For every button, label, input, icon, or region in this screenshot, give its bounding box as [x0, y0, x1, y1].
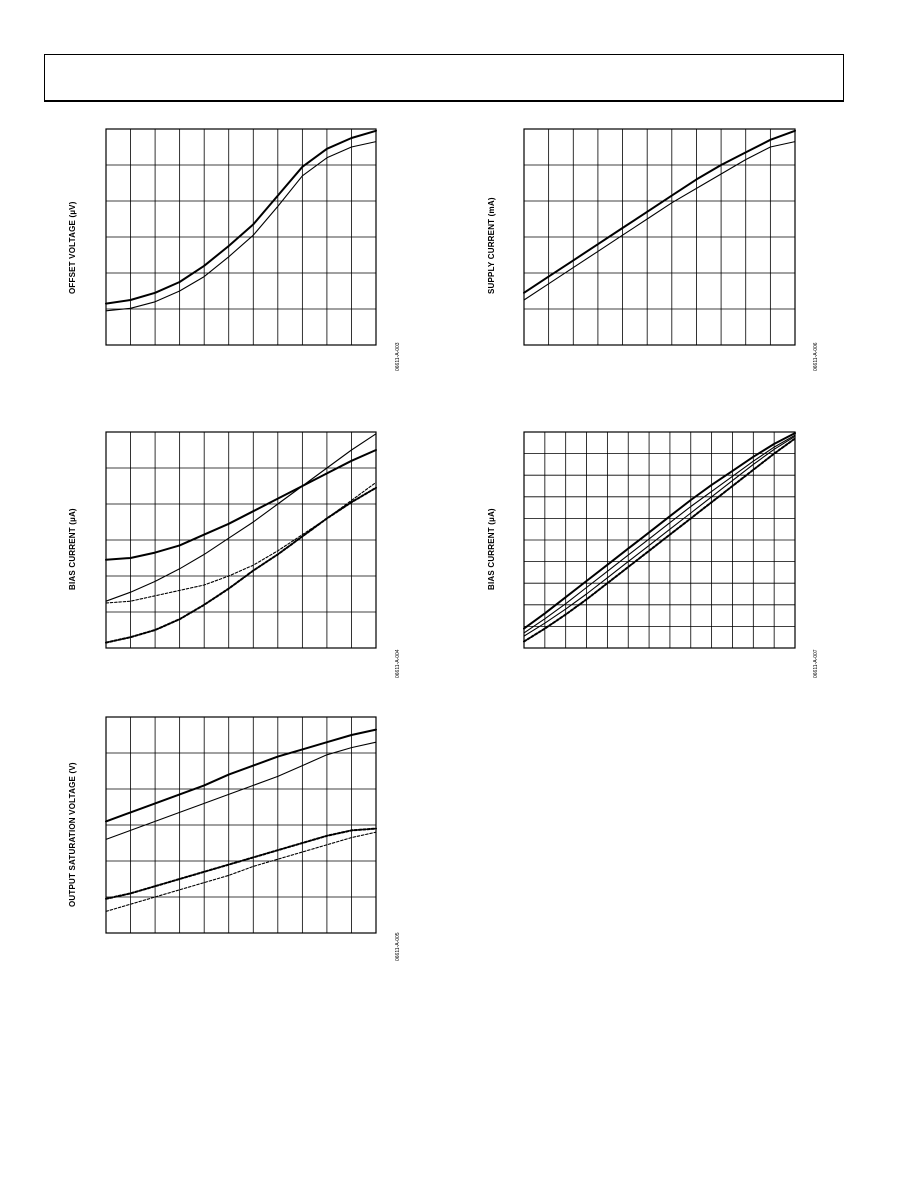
output-saturation-voltage-chart: OUTPUT SATURATION VOLTAGE (V) 06611-A-00… [62, 715, 401, 975]
series-line-4 [523, 437, 796, 643]
chart-plot [105, 716, 377, 934]
series-line-4 [105, 831, 377, 912]
series-line-1 [523, 432, 796, 630]
page-header-frame [44, 54, 844, 102]
series-line-2 [105, 141, 377, 312]
series-line-3 [523, 435, 796, 637]
series-line-2 [523, 434, 796, 634]
figure-code: 06611-A-003 [395, 342, 401, 371]
plot-frame [523, 431, 796, 649]
series-line-2 [105, 741, 377, 840]
chart-plot [105, 431, 377, 649]
bias-current-chart-left: BIAS CURRENT (µA) 06611-A-004 [62, 430, 401, 690]
figure-code: 06611-A-004 [395, 649, 401, 678]
plot-frame [105, 431, 377, 649]
plot-frame [105, 716, 377, 934]
chart-plot [523, 431, 796, 649]
series-line-1 [105, 129, 377, 305]
plot-frame [523, 128, 796, 346]
figure-code: 06611-A-006 [813, 342, 819, 371]
series-line-1 [105, 728, 377, 823]
series-line-1 [523, 129, 796, 294]
supply-current-chart: SUPPLY CURRENT (mA) 06611-A-006 [480, 125, 819, 385]
figure-code: 06611-A-005 [395, 932, 401, 961]
figure-code: 06611-A-007 [813, 649, 819, 678]
series-line-2 [523, 141, 796, 301]
offset-voltage-chart: OFFSET VOLTAGE (µV) 06611-A-003 [62, 125, 401, 385]
chart-plot [523, 128, 796, 346]
plot-frame [105, 128, 377, 346]
series-line-3 [105, 827, 377, 900]
series-line-4 [105, 486, 377, 644]
series-line-2 [105, 433, 377, 602]
bias-current-chart-right: BIAS CURRENT (µA) 06611-A-007 [480, 430, 819, 690]
chart-plot [105, 128, 377, 346]
series-line-1 [105, 449, 377, 561]
